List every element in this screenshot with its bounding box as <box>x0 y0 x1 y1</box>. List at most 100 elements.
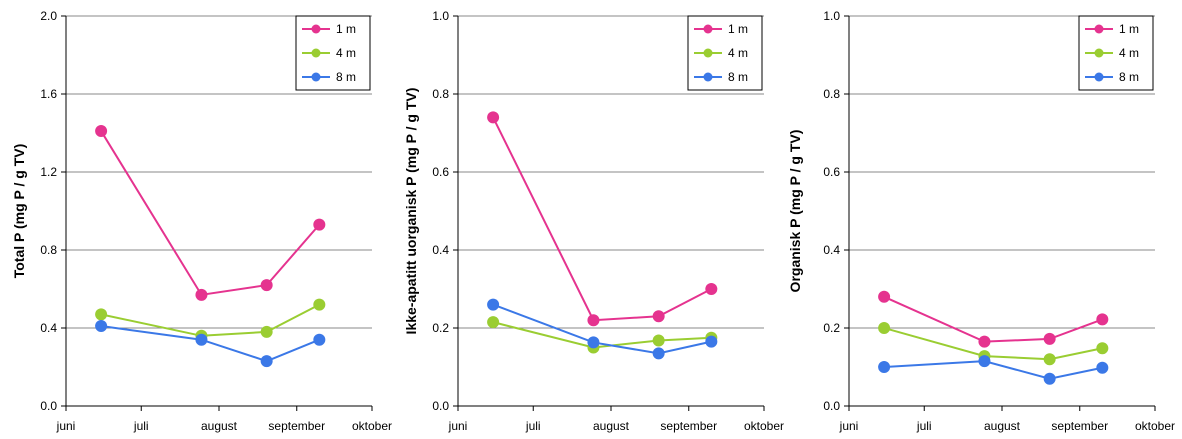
series-line-1m <box>100 130 321 296</box>
x-tick-label: august <box>201 419 238 433</box>
y-tick-label: 0.4 <box>40 321 57 335</box>
data-point <box>313 218 326 231</box>
y-tick-label: 0.8 <box>40 243 57 257</box>
legend: 1 m 4 m 8 m <box>687 15 763 91</box>
legend-swatch-marker <box>1094 48 1104 58</box>
legend: 1 m 4 m 8 m <box>295 15 371 91</box>
data-point <box>1043 353 1056 366</box>
legend-label: 4 m <box>728 46 748 60</box>
y-tick-label: 1.0 <box>823 9 840 23</box>
x-tick-label: oktober <box>744 419 784 433</box>
data-point <box>195 333 208 346</box>
y-tick-label: 1.0 <box>432 9 449 23</box>
y-tick-label: 0.0 <box>823 399 840 413</box>
x-tick-label: august <box>593 419 630 433</box>
x-tick-label: juni <box>839 419 859 433</box>
data-point <box>878 290 891 303</box>
x-tick-label: september <box>1051 419 1108 433</box>
chart-panel-3: 0.0 0.2 0.4 0.6 0.8 1.0 juni juli august septembe… <box>787 9 1175 433</box>
x-tick-label: oktober <box>352 419 392 433</box>
data-point <box>260 279 273 292</box>
data-point <box>1043 332 1056 345</box>
legend: 1 m 4 m 8 m <box>1078 15 1154 91</box>
legend-swatch-marker <box>1094 72 1104 82</box>
legend-swatch-marker <box>703 48 713 58</box>
x-tick-label: august <box>984 419 1021 433</box>
data-point <box>95 125 108 138</box>
data-point <box>195 288 208 301</box>
legend-swatch-marker <box>703 72 713 82</box>
data-point <box>652 310 665 323</box>
y-axis-label: Ikke-apatitt uorganisk P (mg P / g TV) <box>403 88 419 335</box>
y-axis-label: Total P (mg P / g TV) <box>11 144 27 279</box>
data-point <box>652 347 665 360</box>
x-tick-label: juni <box>56 419 76 433</box>
series-line-4m <box>100 303 320 337</box>
y-tick-label: 0.2 <box>432 321 449 335</box>
data-point <box>487 111 500 124</box>
y-tick-label: 0.8 <box>823 87 840 101</box>
y-tick-label: 0.6 <box>432 165 449 179</box>
data-point <box>95 308 108 321</box>
data-point <box>587 336 600 349</box>
data-point <box>978 355 991 368</box>
legend-label: 4 m <box>336 46 356 60</box>
legend-label: 1 m <box>728 22 748 36</box>
series-line-1m <box>883 295 1103 343</box>
legend-label: 8 m <box>1119 70 1139 84</box>
data-point <box>1043 372 1056 385</box>
data-point <box>487 298 500 311</box>
series-line-8m <box>100 325 320 363</box>
data-point <box>313 298 326 311</box>
x-tick-label: juli <box>916 419 932 433</box>
legend-label: 8 m <box>336 70 356 84</box>
series-line-4m <box>492 321 712 349</box>
x-tick-label: juni <box>448 419 468 433</box>
data-point <box>313 333 326 346</box>
data-point <box>1096 342 1109 355</box>
legend-label: 1 m <box>336 22 356 36</box>
data-point <box>978 335 991 348</box>
data-point <box>878 361 891 373</box>
data-point <box>587 314 600 327</box>
series-line-8m <box>884 360 1103 380</box>
series-line-8m <box>492 303 712 355</box>
legend-swatch-marker <box>311 48 321 58</box>
y-tick-label: 0.6 <box>823 165 840 179</box>
chart-panel-2: 0.0 0.2 0.4 0.6 0.8 1.0 juni juli august septembe… <box>403 9 784 433</box>
data-point <box>1096 313 1109 326</box>
y-tick-label: 0.4 <box>823 243 840 257</box>
y-tick-label: 0.2 <box>823 321 840 335</box>
data-point <box>652 334 665 347</box>
y-tick-label: 0.8 <box>432 87 449 101</box>
legend-label: 4 m <box>1119 46 1139 60</box>
x-tick-label: juli <box>525 419 541 433</box>
legend-label: 8 m <box>728 70 748 84</box>
legend-swatch-marker <box>1094 24 1104 34</box>
x-tick-label: september <box>660 419 717 433</box>
y-tick-label: 2.0 <box>40 9 57 23</box>
data-point <box>705 283 718 295</box>
y-tick-label: 0.0 <box>432 399 449 413</box>
series-line-1m <box>492 116 712 322</box>
data-point <box>260 355 273 368</box>
y-axis-label: Organisk P (mg P / g TV) <box>787 130 803 293</box>
x-tick-label: juli <box>133 419 149 433</box>
data-point <box>705 335 718 348</box>
chart-panel-1: 0.0 0.4 0.8 1.2 1.6 2.0 juni juli august septembe… <box>11 9 392 433</box>
data-point <box>878 322 891 334</box>
y-tick-label: 0.0 <box>40 399 57 413</box>
legend-swatch-marker <box>311 24 321 34</box>
legend-swatch-marker <box>703 24 713 34</box>
x-tick-label: oktober <box>1135 419 1175 433</box>
x-tick-label: september <box>268 419 325 433</box>
y-tick-label: 0.4 <box>432 243 449 257</box>
data-point <box>1096 361 1109 374</box>
y-tick-label: 1.6 <box>40 87 57 101</box>
data-point <box>260 325 273 338</box>
data-point <box>487 316 500 329</box>
y-tick-label: 1.2 <box>40 165 57 179</box>
series-line-4m <box>883 327 1103 361</box>
data-point <box>95 320 108 333</box>
